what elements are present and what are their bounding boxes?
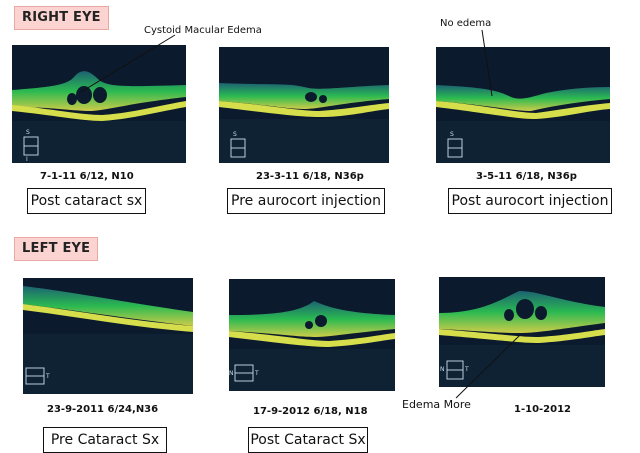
left-eye-label: LEFT EYE (14, 237, 99, 261)
marker-t: T (254, 370, 259, 377)
marker-n: N (229, 370, 234, 377)
edema-more-annotation: Edema More (402, 398, 471, 411)
oct-scan-right-1: S I (12, 45, 186, 163)
scan-caption-right-2: 23-3-11 6/18, N36p (256, 171, 364, 182)
oct-scan-right-3: S (436, 47, 610, 163)
scan-label-right-1: Post cataract sx (27, 188, 146, 214)
oct-scan-left-1: T (23, 278, 193, 394)
scan-label-left-1: Pre Cataract Sx (43, 427, 167, 453)
scan-label-left-2: Post Cataract Sx (248, 427, 368, 453)
scan-caption-left-2: 17-9-2012 6/18, N18 (253, 406, 368, 417)
marker-t: T (464, 366, 469, 373)
scan-label-right-2: Pre aurocort injection (227, 188, 385, 214)
scan-caption-left-3: 1-10-2012 (514, 404, 572, 415)
marker-s: S (26, 129, 30, 136)
no-edema-annotation: No edema (440, 18, 492, 29)
marker-s: S (450, 131, 454, 138)
marker-s: S (233, 131, 237, 138)
marker-t: T (45, 373, 50, 380)
oct-scan-right-2: S (219, 47, 389, 163)
cme-annotation: Cystoid Macular Edema (144, 25, 262, 36)
oct-scan-left-2: N T (229, 279, 395, 391)
scan-label-right-3: Post aurocort injection (448, 188, 612, 214)
scan-caption-right-3: 3-5-11 6/18, N36p (476, 171, 577, 182)
scan-caption-left-1: 23-9-2011 6/24,N36 (47, 404, 159, 415)
right-eye-label: RIGHT EYE (14, 6, 109, 30)
marker-n: N (440, 366, 445, 373)
scan-caption-right-1: 7-1-11 6/12, N10 (40, 171, 134, 182)
oct-scan-left-3: N T (439, 277, 605, 387)
marker-i: I (26, 156, 28, 163)
